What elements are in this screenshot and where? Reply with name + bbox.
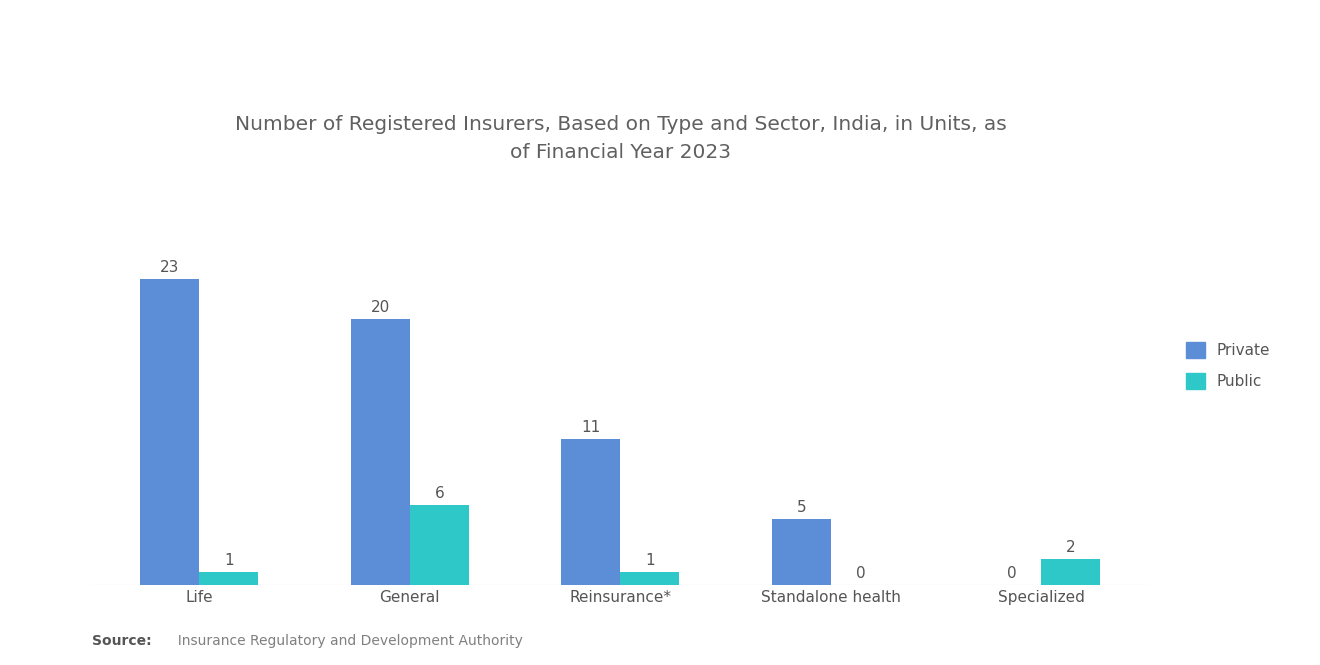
Bar [561,439,620,585]
Text: 20: 20 [371,300,389,315]
Text: Insurance Regulatory and Development Authority: Insurance Regulatory and Development Aut… [169,634,523,648]
Text: 1: 1 [645,553,655,568]
Title: Number of Registered Insurers, Based on Type and Sector, India, in Units, as
of : Number of Registered Insurers, Based on … [235,116,1006,162]
Text: 2: 2 [1067,539,1076,555]
Bar [620,572,680,585]
Bar [140,279,199,585]
Bar [351,319,411,585]
Legend: Private, Public: Private, Public [1179,334,1278,397]
Text: Source:: Source: [92,634,152,648]
Text: 1: 1 [224,553,234,568]
Text: 11: 11 [581,420,601,435]
Bar [411,505,469,585]
Bar [1041,559,1101,585]
Text: 23: 23 [160,260,180,275]
Text: 6: 6 [434,486,445,501]
Bar [199,572,259,585]
Bar [772,519,830,585]
Text: 5: 5 [797,499,807,515]
Text: 0: 0 [1007,566,1016,581]
Text: 0: 0 [855,566,865,581]
